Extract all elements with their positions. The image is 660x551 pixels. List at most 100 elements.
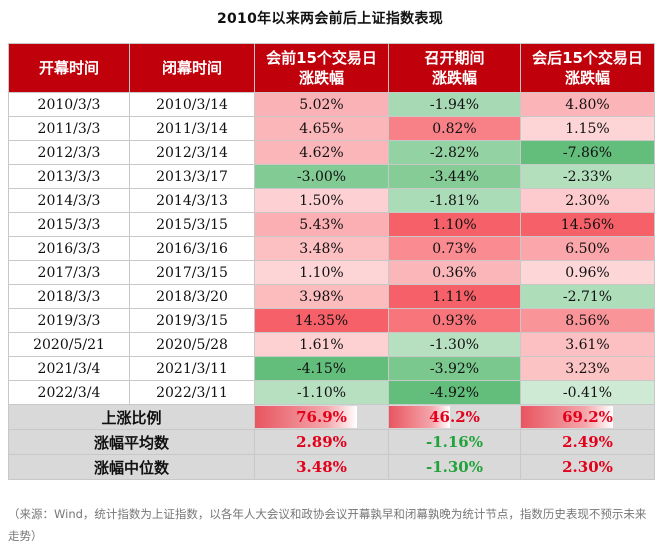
after-change-cell: -2.71% — [520, 284, 655, 309]
before-change-cell: 4.62% — [254, 140, 389, 165]
after-change-cell: -7.86% — [520, 140, 655, 165]
table-row: 2010/3/3 2010/3/14 5.02% -1.94% 4.80% — [8, 92, 655, 117]
table-row: 2020/5/21 2020/5/28 1.61% -1.30% 3.61% — [8, 332, 655, 357]
table-row: 2013/3/3 2013/3/17 -3.00% -3.44% -2.33% — [8, 164, 655, 189]
header-close-date: 闭幕时间 — [129, 43, 255, 93]
before-change-cell: 14.35% — [254, 308, 389, 333]
open-date-cell: 2013/3/3 — [8, 164, 130, 189]
table-row: 2019/3/3 2019/3/15 14.35% 0.93% 8.56% — [8, 308, 655, 333]
up-ratio-during-bar — [389, 406, 450, 428]
open-date-cell: 2012/3/3 — [8, 140, 130, 165]
during-change-cell: -3.92% — [388, 356, 521, 381]
close-date-cell: 2012/3/14 — [129, 140, 255, 165]
close-date-cell: 2021/3/11 — [129, 356, 255, 381]
up-ratio-during: 46.2% — [388, 404, 521, 430]
during-change-cell: 1.10% — [388, 212, 521, 237]
summary-label: 涨幅平均数 — [8, 429, 255, 455]
after-change-cell: 2.30% — [520, 188, 655, 213]
close-date-cell: 2013/3/17 — [129, 164, 255, 189]
summary-row-mean: 涨幅平均数 2.89% -1.16% 2.49% — [8, 429, 655, 455]
close-date-cell: 2019/3/15 — [129, 308, 255, 333]
during-change-cell: 0.93% — [388, 308, 521, 333]
during-change-cell: -2.82% — [388, 140, 521, 165]
summary-label: 上涨比例 — [8, 404, 255, 430]
table-row: 2021/3/4 2021/3/11 -4.15% -3.92% 3.23% — [8, 356, 655, 381]
close-date-cell: 2015/3/15 — [129, 212, 255, 237]
during-change-cell: -1.30% — [388, 332, 521, 357]
before-change-cell: 3.48% — [254, 236, 389, 261]
during-change-cell: 0.82% — [388, 116, 521, 141]
open-date-cell: 2020/5/21 — [8, 332, 130, 357]
median-after-value: 2.30% — [520, 454, 655, 480]
up-ratio-before-value: 76.9% — [296, 408, 347, 426]
during-change-cell: -1.94% — [388, 92, 521, 117]
table-row: 2016/3/3 2016/3/16 3.48% 0.73% 6.50% — [8, 236, 655, 261]
mean-before-value: 2.89% — [254, 429, 389, 455]
before-change-cell: 4.65% — [254, 116, 389, 141]
header-open-date: 开幕时间 — [8, 43, 130, 93]
table-title: 2010年以来两会前后上证指数表现 — [216, 11, 444, 27]
close-date-cell: 2017/3/15 — [129, 260, 255, 285]
open-date-cell: 2014/3/3 — [8, 188, 130, 213]
open-date-cell: 2010/3/3 — [8, 92, 130, 117]
up-ratio-before: 76.9% — [254, 404, 389, 430]
before-change-cell: 5.02% — [254, 92, 389, 117]
close-date-cell: 2020/5/28 — [129, 332, 255, 357]
before-change-cell: 3.98% — [254, 284, 389, 309]
open-date-cell: 2018/3/3 — [8, 284, 130, 309]
during-change-cell: -3.44% — [388, 164, 521, 189]
close-date-cell: 2016/3/16 — [129, 236, 255, 261]
table-row: 2011/3/3 2011/3/14 4.65% 0.82% 1.15% — [8, 116, 655, 141]
table-row: 2017/3/3 2017/3/15 1.10% 0.36% 0.96% — [8, 260, 655, 285]
after-change-cell: 8.56% — [520, 308, 655, 333]
after-change-cell: 1.15% — [520, 116, 655, 141]
summary-row-up-ratio: 上涨比例 76.9% 46.2% 69.2% — [8, 404, 655, 430]
close-date-cell: 2022/3/11 — [129, 380, 255, 405]
before-change-cell: -1.10% — [254, 380, 389, 405]
up-ratio-before-bar — [255, 406, 358, 428]
after-change-cell: 6.50% — [520, 236, 655, 261]
median-before-value: 3.48% — [254, 454, 389, 480]
after-change-cell: 0.96% — [520, 260, 655, 285]
open-date-cell: 2022/3/4 — [8, 380, 130, 405]
after-change-cell: 14.56% — [520, 212, 655, 237]
after-change-cell: -2.33% — [520, 164, 655, 189]
table-row: 2022/3/4 2022/3/11 -1.10% -4.92% -0.41% — [8, 380, 655, 405]
performance-table: 开幕时间 闭幕时间 会前15个交易日 涨跌幅 召开期间 涨跌幅 会后15个交易日… — [8, 43, 655, 480]
after-change-cell: 3.61% — [520, 332, 655, 357]
open-date-cell: 2017/3/3 — [8, 260, 130, 285]
median-during-value: -1.30% — [388, 454, 521, 480]
table-row: 2015/3/3 2015/3/15 5.43% 1.10% 14.56% — [8, 212, 655, 237]
after-change-cell: 4.80% — [520, 92, 655, 117]
table-row: 2014/3/3 2014/3/13 1.50% -1.81% 2.30% — [8, 188, 655, 213]
open-date-cell: 2011/3/3 — [8, 116, 130, 141]
table-row: 2012/3/3 2012/3/14 4.62% -2.82% -7.86% — [8, 140, 655, 165]
close-date-cell: 2018/3/20 — [129, 284, 255, 309]
header-before-change: 会前15个交易日 涨跌幅 — [254, 43, 389, 93]
after-change-cell: -0.41% — [520, 380, 655, 405]
up-ratio-after: 69.2% — [520, 404, 655, 430]
summary-row-median: 涨幅中位数 3.48% -1.30% 2.30% — [8, 454, 655, 480]
open-date-cell: 2019/3/3 — [8, 308, 130, 333]
close-date-cell: 2010/3/14 — [129, 92, 255, 117]
before-change-cell: -4.15% — [254, 356, 389, 381]
source-note: （来源：Wind，统计指数为上证指数，以各年人大会议和政协会议开幕孰早和闭幕孰晚… — [8, 507, 647, 543]
before-change-cell: -3.00% — [254, 164, 389, 189]
summary-label: 涨幅中位数 — [8, 454, 255, 480]
table-row: 2018/3/3 2018/3/20 3.98% 1.11% -2.71% — [8, 284, 655, 309]
close-date-cell: 2011/3/14 — [129, 116, 255, 141]
before-change-cell: 1.50% — [254, 188, 389, 213]
open-date-cell: 2015/3/3 — [8, 212, 130, 237]
close-date-cell: 2014/3/13 — [129, 188, 255, 213]
up-ratio-during-value: 46.2% — [429, 408, 480, 426]
mean-after-value: 2.49% — [520, 429, 655, 455]
during-change-cell: -1.81% — [388, 188, 521, 213]
open-date-cell: 2021/3/4 — [8, 356, 130, 381]
before-change-cell: 5.43% — [254, 212, 389, 237]
up-ratio-after-value: 69.2% — [562, 408, 613, 426]
during-change-cell: 1.11% — [388, 284, 521, 309]
up-ratio-after-bar — [521, 406, 614, 428]
during-change-cell: 0.36% — [388, 260, 521, 285]
header-row: 开幕时间 闭幕时间 会前15个交易日 涨跌幅 召开期间 涨跌幅 会后15个交易日… — [8, 43, 655, 93]
before-change-cell: 1.61% — [254, 332, 389, 357]
